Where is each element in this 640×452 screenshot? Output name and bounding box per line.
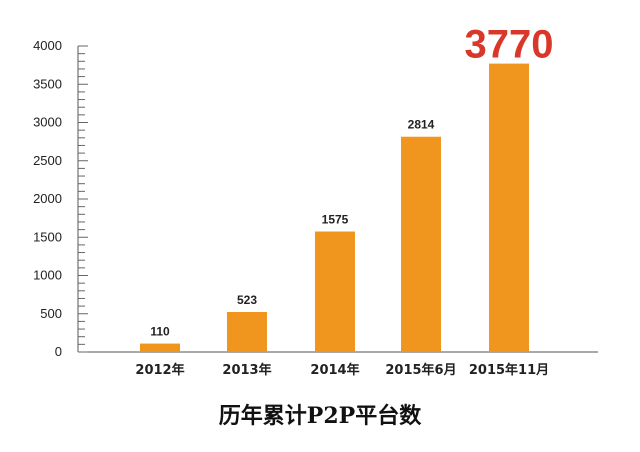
y-tick-label: 500 (40, 306, 62, 321)
bar (140, 343, 180, 352)
bar (489, 63, 529, 352)
x-category-label: 2013年 (222, 362, 271, 378)
y-tick-label: 3000 (33, 115, 62, 130)
y-tick-label: 1500 (33, 229, 62, 244)
y-tick-label: 3500 (33, 76, 62, 91)
y-tick-label: 4000 (33, 38, 62, 53)
y-tick-label: 2500 (33, 153, 62, 168)
chart-title: 历年累计P2P平台数 (218, 403, 422, 429)
data-label-highlight: 3770 (465, 23, 554, 67)
bar (401, 136, 441, 352)
data-label: 110 (150, 325, 170, 339)
x-category-label: 2014年 (310, 362, 359, 378)
x-category-label: 2012年 (135, 362, 184, 378)
data-label: 2814 (408, 118, 435, 132)
y-tick-label: 1000 (33, 268, 62, 283)
data-label: 523 (237, 293, 257, 307)
y-tick-label: 2000 (33, 191, 62, 206)
x-category-label: 2015年11月 (469, 362, 549, 378)
bar (227, 311, 267, 352)
bar (315, 231, 355, 352)
y-tick-label: 0 (55, 344, 62, 359)
chart-canvas: 0 500 1000 1500 2000 2500 3000 3500 4000 2012年 110… (33, 23, 598, 378)
x-category-label: 2015年6月 (385, 362, 456, 378)
data-label: 1575 (322, 213, 349, 227)
